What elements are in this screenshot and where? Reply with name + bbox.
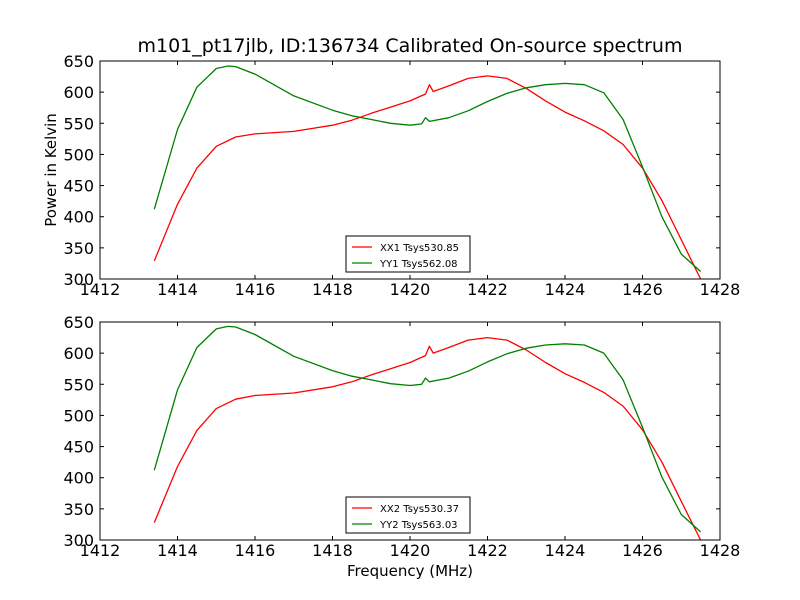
y-tick-label: 450 [63,177,94,196]
x-tick-label: 1422 [467,541,508,560]
series-line-yy [153,65,702,272]
legend-entry: YY2 Tsys563.03 [379,520,458,531]
y-tick-label: 300 [63,270,94,289]
x-tick-label: 1428 [700,280,741,299]
x-tick-label: 1418 [312,541,353,560]
legend-entry: XX2 Tsys530.37 [380,504,459,515]
top-subplot: 1412 1414 1416 1418 1420 1422 1424 1426 1428 300 3… [42,52,740,299]
chart-title: m101_pt17jlb, ID:136734 Calibrated On-so… [138,35,683,57]
x-tick-label: 1428 [700,541,741,560]
y-tick-label: 450 [63,438,94,457]
legend-entry: XX1 Tsys530.85 [380,243,459,254]
y-tick-label: 650 [63,313,94,332]
x-tick-label: 1424 [545,280,586,299]
y-tick-label: 650 [63,52,94,71]
x-axis-label: Frequency (MHz) [347,562,473,580]
legend-box [345,496,471,534]
x-tick-label: 1426 [622,280,663,299]
x-tick-label: 1418 [312,280,353,299]
x-tick-label: 1424 [545,541,586,560]
y-tick-label: 500 [63,406,94,425]
y-tick-label: 600 [63,344,94,363]
legend: XX1 Tsys530.85 YY1 Tsys562.08 [345,235,471,273]
y-tick-label: 400 [63,208,94,227]
x-tick-label: 1412 [80,541,121,560]
series-line-xx [153,75,702,279]
legend: XX2 Tsys530.37 YY2 Tsys563.03 [345,496,471,534]
y-tick-label: 400 [63,469,94,488]
y-tick-label: 500 [63,145,94,164]
series-line-yy [153,325,702,533]
y-tick-label: 550 [63,114,94,133]
x-tick-label: 1420 [390,280,431,299]
bottom-subplot: 1412 1414 1416 1418 1420 1422 1424 1426 1428 300 3… [63,313,740,580]
x-tick-label: 1412 [80,280,121,299]
y-axis-label: Power in Kelvin [42,113,60,227]
y-tick-label: 600 [63,83,94,102]
x-tick-label: 1414 [157,280,198,299]
x-tick-label: 1414 [157,541,198,560]
y-tick-label: 350 [63,239,94,258]
x-tick-label: 1416 [235,541,276,560]
x-tick-label: 1426 [622,541,663,560]
x-tick-label: 1422 [467,280,508,299]
y-tick-label: 550 [63,375,94,394]
series-line-xx [153,336,702,540]
y-tick-label: 350 [63,500,94,519]
x-tick-label: 1420 [390,541,431,560]
legend-box [345,235,471,273]
x-tick-label: 1416 [235,280,276,299]
legend-entry: YY1 Tsys562.08 [379,259,458,270]
y-tick-label: 300 [63,531,94,550]
